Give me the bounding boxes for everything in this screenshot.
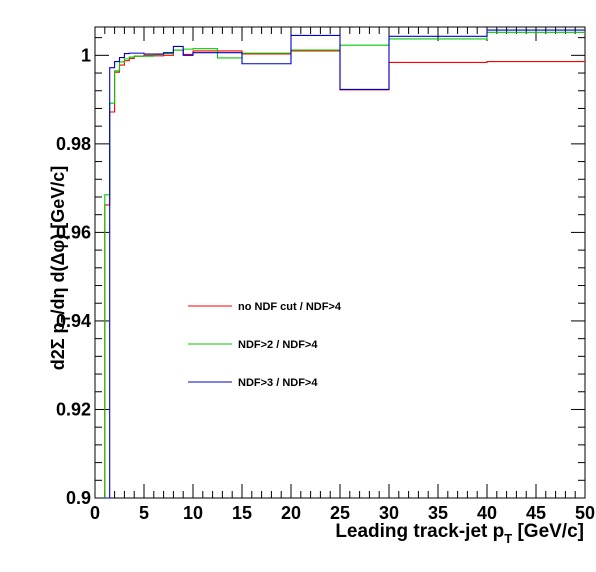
x-tick-label: 10: [183, 503, 203, 523]
legend-label-1: no NDF cut / NDF>4: [238, 301, 342, 313]
legend: no NDF cut / NDF>4 NDF>2 / NDF>4 NDF>3 / N…: [188, 301, 342, 389]
x-tick-label: 0: [90, 503, 100, 523]
y-tick-label: 1: [81, 45, 91, 65]
x-tick-label: 5: [139, 503, 149, 523]
y-axis-title: d2Σ pT/dη d(Δφ) [GeV/c]: [48, 166, 73, 371]
x-axis-title: Leading track-jet pT [GeV/c]: [335, 521, 584, 546]
x-tick-label: 40: [477, 503, 497, 523]
y-tick-label: 0.96: [56, 222, 91, 242]
y-tick-label: 0.94: [56, 311, 91, 331]
series-layer: [104, 29, 585, 499]
x-tick-label: 45: [526, 503, 546, 523]
x-tick-label: 25: [330, 503, 350, 523]
legend-label-3: NDF>3 / NDF>4: [238, 377, 318, 389]
x-tick-label: 35: [428, 503, 448, 523]
series-line-1: [104, 49, 585, 498]
legend-label-2: NDF>2 / NDF>4: [238, 339, 318, 351]
x-tick-label: 50: [575, 503, 595, 523]
series-line-3: [104, 29, 585, 499]
frame: [94, 26, 586, 499]
series-line-2: [104, 31, 585, 498]
x-tick-label: 15: [232, 503, 252, 523]
x-tick-label: 20: [281, 503, 301, 523]
y-tick-label: 0.98: [56, 134, 91, 154]
axis-ticks: [94, 27, 586, 499]
x-tick-labels: 0 5 10 15 20 25 30 35 40 45 50: [90, 503, 595, 523]
x-tick-label: 30: [379, 503, 399, 523]
y-tick-label: 0.92: [56, 399, 91, 419]
y-tick-label: 0.9: [66, 488, 91, 508]
y-tick-labels: 0.9 0.92 0.94 0.96 0.98 1: [56, 45, 91, 508]
